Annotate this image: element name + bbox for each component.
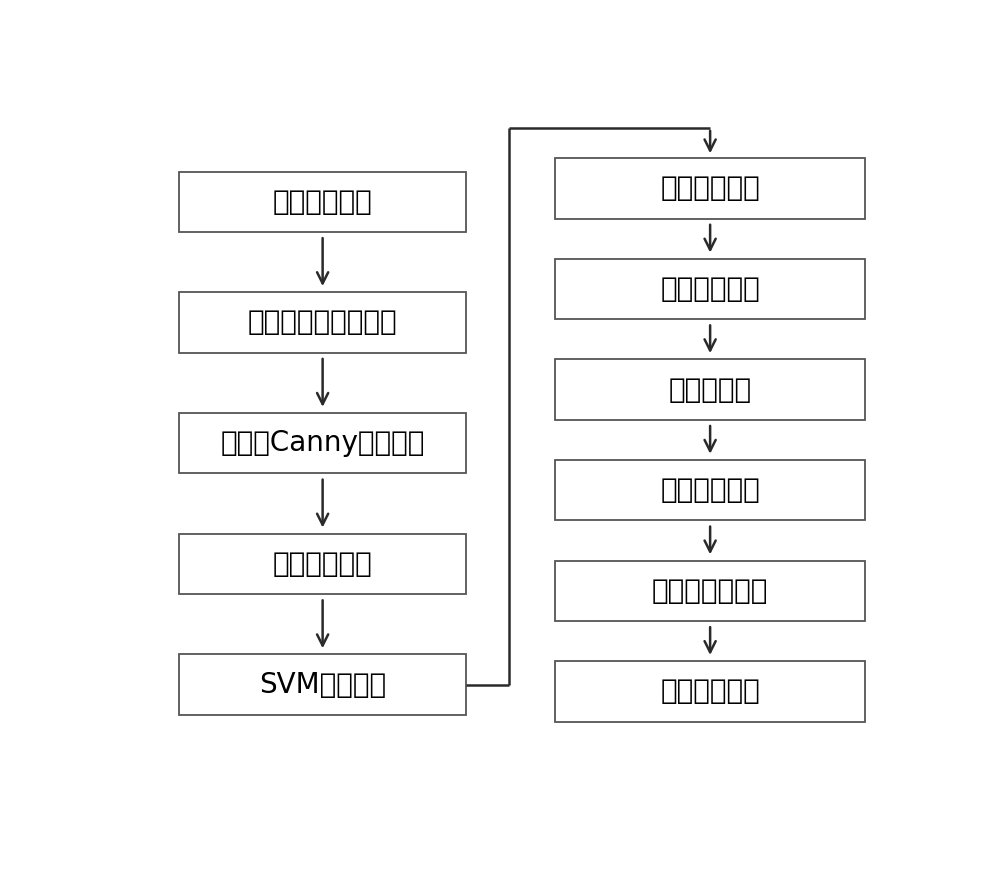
Text: 转换格式并高斯滤波: 转换格式并高斯滤波	[248, 308, 397, 336]
FancyBboxPatch shape	[179, 293, 466, 353]
Text: 选择种子点: 选择种子点	[669, 375, 752, 403]
Text: 去除重叠种子点: 去除重叠种子点	[652, 577, 768, 604]
FancyBboxPatch shape	[179, 413, 466, 474]
Text: 自适应Canny边缘检测: 自适应Canny边缘检测	[220, 429, 425, 457]
FancyBboxPatch shape	[179, 654, 466, 715]
FancyBboxPatch shape	[555, 159, 865, 219]
Text: 弹性区域生长: 弹性区域生长	[660, 476, 760, 504]
FancyBboxPatch shape	[555, 360, 865, 420]
FancyBboxPatch shape	[555, 259, 865, 319]
Text: 输出软骨图像: 输出软骨图像	[660, 678, 760, 706]
Text: SVM分类识别: SVM分类识别	[259, 671, 386, 699]
Text: 输入原始图像: 输入原始图像	[273, 188, 372, 216]
Text: 去除虚假边缘: 去除虚假边缘	[660, 174, 760, 202]
FancyBboxPatch shape	[555, 460, 865, 520]
FancyBboxPatch shape	[179, 534, 466, 594]
FancyBboxPatch shape	[179, 172, 466, 232]
FancyBboxPatch shape	[555, 561, 865, 621]
Text: 提取特征参数: 提取特征参数	[273, 550, 372, 578]
FancyBboxPatch shape	[555, 661, 865, 721]
Text: 确定候选区域: 确定候选区域	[660, 275, 760, 303]
